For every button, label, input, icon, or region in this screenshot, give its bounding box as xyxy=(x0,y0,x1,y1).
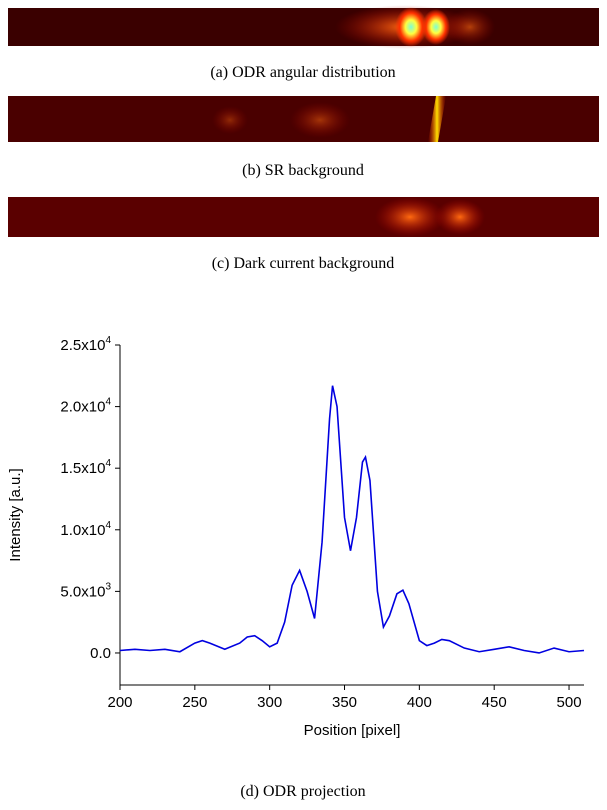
figure: (a) ODR angular distribution (b) SR back… xyxy=(0,0,607,805)
y-tick-label: 2.0x104 xyxy=(60,397,111,416)
caption: (a) ODR angular distribution xyxy=(210,64,395,81)
x-tick-label: 250 xyxy=(182,694,207,711)
caption: (d) ODR projection xyxy=(240,783,365,800)
y-tick-label: 2.5x104 xyxy=(60,335,111,354)
x-tick-label: 500 xyxy=(557,694,582,711)
x-tick-label: 450 xyxy=(482,694,507,711)
image-a xyxy=(8,5,599,49)
caption: (c) Dark current background xyxy=(212,255,395,272)
x-tick-label: 350 xyxy=(332,694,357,711)
line xyxy=(120,386,584,653)
x-tick-label: 200 xyxy=(107,694,132,711)
page: (a) ODR angular distribution (b) SR back… xyxy=(0,0,607,805)
y-tick-label: 0.0 xyxy=(90,645,111,662)
y-tick-label: 5.0x103 xyxy=(60,581,111,600)
y-tick-label: 1.0x104 xyxy=(60,520,111,539)
x-tick-label: 400 xyxy=(407,694,432,711)
x-axis-title: Position [pixel] xyxy=(304,722,401,739)
y-axis-title: Intensity [a.u.] xyxy=(7,468,24,561)
chart: 0.0 5.0x103 1.0x104 1.5x104 2.0x104 2.5x104 20… xyxy=(7,335,584,739)
caption: (b) SR background xyxy=(242,162,364,179)
x-tick-label: 300 xyxy=(257,694,282,711)
image-c xyxy=(8,197,599,237)
image-b xyxy=(8,96,599,142)
y-tick-label: 1.5x104 xyxy=(60,458,111,477)
